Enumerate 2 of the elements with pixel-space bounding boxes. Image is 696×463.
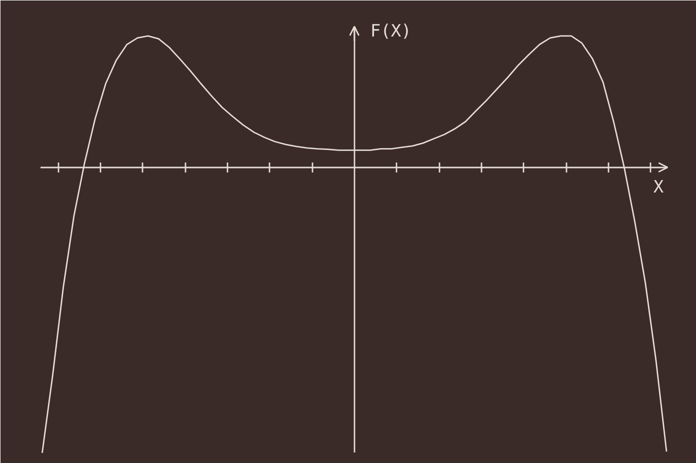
- x-axis-title: X: [653, 177, 664, 198]
- y-axis-title: F(X): [370, 22, 412, 42]
